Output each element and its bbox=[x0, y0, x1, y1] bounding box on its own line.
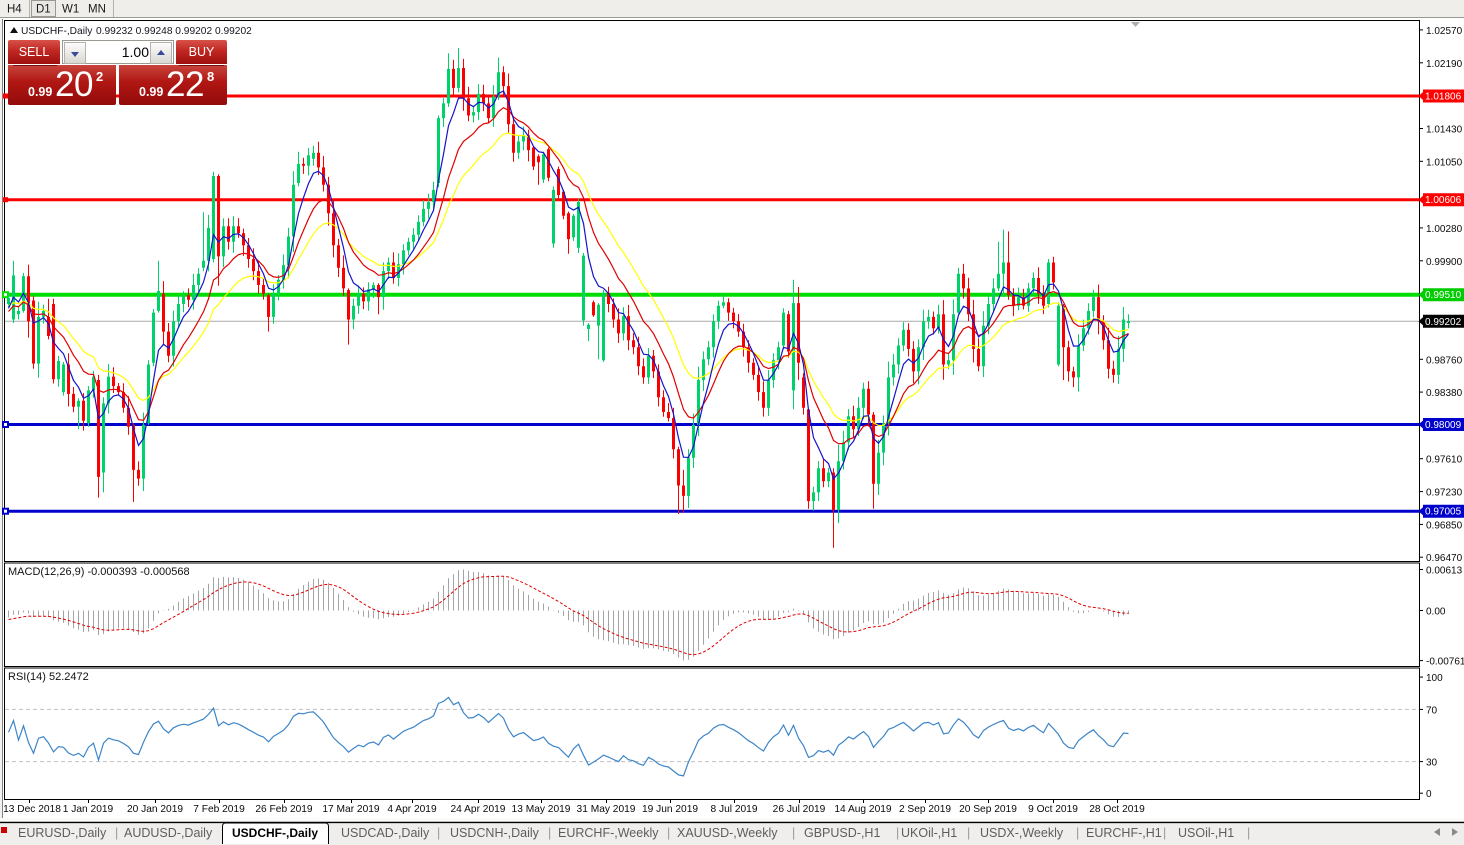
svg-text:1.01806: 1.01806 bbox=[1425, 92, 1462, 103]
svg-text:7 Feb 2019: 7 Feb 2019 bbox=[193, 804, 245, 815]
svg-text:0.97610: 0.97610 bbox=[1426, 455, 1463, 466]
svg-text:0.97230: 0.97230 bbox=[1426, 488, 1463, 499]
svg-text:8 Jul 2019: 8 Jul 2019 bbox=[710, 804, 757, 815]
svg-text:-0.007612: -0.007612 bbox=[1426, 657, 1464, 668]
svg-text:GBPUSD-,H1: GBPUSD-,H1 bbox=[804, 826, 880, 840]
svg-text:31 May 2019: 31 May 2019 bbox=[577, 804, 636, 815]
svg-text:28 Oct 2019: 28 Oct 2019 bbox=[1089, 804, 1145, 815]
svg-text:1.00606: 1.00606 bbox=[1425, 195, 1462, 206]
svg-text:2 Sep 2019: 2 Sep 2019 bbox=[899, 804, 951, 815]
svg-text:9 Oct 2019: 9 Oct 2019 bbox=[1028, 804, 1078, 815]
svg-text:70: 70 bbox=[1426, 705, 1438, 716]
svg-text:UKOil-,H1: UKOil-,H1 bbox=[901, 826, 957, 840]
svg-text:19 Jun 2019: 19 Jun 2019 bbox=[642, 804, 698, 815]
svg-text:MN: MN bbox=[88, 4, 106, 16]
svg-text:EURUSD-,Daily: EURUSD-,Daily bbox=[18, 826, 107, 840]
svg-text:17 Mar 2019: 17 Mar 2019 bbox=[322, 804, 380, 815]
svg-text:26 Feb 2019: 26 Feb 2019 bbox=[255, 804, 313, 815]
svg-text:AUDUSD-,Daily: AUDUSD-,Daily bbox=[124, 826, 213, 840]
svg-text:0.00613: 0.00613 bbox=[1426, 566, 1463, 577]
svg-text:|: | bbox=[115, 826, 118, 840]
svg-text:100: 100 bbox=[1426, 673, 1443, 684]
svg-text:0.98380: 0.98380 bbox=[1426, 388, 1463, 399]
svg-text:26 Jul 2019: 26 Jul 2019 bbox=[773, 804, 826, 815]
svg-text:20 Jan 2019: 20 Jan 2019 bbox=[127, 804, 183, 815]
svg-text:1.02190: 1.02190 bbox=[1426, 59, 1463, 70]
svg-text:W1: W1 bbox=[62, 4, 79, 16]
svg-text:1.01430: 1.01430 bbox=[1426, 125, 1463, 136]
svg-text:0.96850: 0.96850 bbox=[1426, 520, 1463, 531]
svg-text:|: | bbox=[792, 826, 795, 840]
svg-text:|: | bbox=[1076, 826, 1079, 840]
svg-text:0.98760: 0.98760 bbox=[1426, 355, 1463, 366]
svg-text:D1: D1 bbox=[36, 4, 51, 16]
svg-text:XAUUSD-,Weekly: XAUUSD-,Weekly bbox=[677, 826, 778, 840]
svg-text:USDCAD-,Daily: USDCAD-,Daily bbox=[341, 826, 430, 840]
svg-text:USDCHF-,Daily: USDCHF-,Daily bbox=[232, 826, 318, 840]
svg-text:USDX-,Weekly: USDX-,Weekly bbox=[980, 826, 1064, 840]
svg-text:4 Apr 2019: 4 Apr 2019 bbox=[387, 804, 437, 815]
svg-text:|: | bbox=[1247, 826, 1250, 840]
svg-text:|: | bbox=[437, 826, 440, 840]
svg-text:0.96470: 0.96470 bbox=[1426, 553, 1463, 564]
svg-text:13 Dec 2018: 13 Dec 2018 bbox=[3, 804, 61, 815]
svg-text:0.98009: 0.98009 bbox=[1425, 420, 1462, 431]
svg-text:EURCHF-,H1: EURCHF-,H1 bbox=[1086, 826, 1162, 840]
svg-text:MACD(12,26,9) -0.000393 -0.000: MACD(12,26,9) -0.000393 -0.000568 bbox=[8, 566, 190, 578]
svg-text:24 Apr 2019: 24 Apr 2019 bbox=[451, 804, 506, 815]
svg-text:USDCNH-,Daily: USDCNH-,Daily bbox=[450, 826, 540, 840]
svg-text:0.00: 0.00 bbox=[1426, 607, 1446, 618]
svg-text:USOil-,H1: USOil-,H1 bbox=[1178, 826, 1234, 840]
svg-text:1 Jan 2019: 1 Jan 2019 bbox=[63, 804, 114, 815]
svg-text:1.00280: 1.00280 bbox=[1426, 224, 1463, 235]
svg-text:0.99202: 0.99202 bbox=[1425, 317, 1462, 328]
svg-text:0.99900: 0.99900 bbox=[1426, 257, 1463, 268]
svg-text:USDCHF-,Daily: USDCHF-,Daily bbox=[21, 26, 93, 37]
svg-text:|: | bbox=[548, 826, 551, 840]
svg-text:0.99510: 0.99510 bbox=[1425, 290, 1462, 301]
svg-text:|: | bbox=[967, 826, 970, 840]
svg-text:13 May 2019: 13 May 2019 bbox=[512, 804, 571, 815]
svg-text:H4: H4 bbox=[7, 4, 22, 16]
svg-text:20 Sep 2019: 20 Sep 2019 bbox=[959, 804, 1017, 815]
svg-text:RSI(14) 52.2472: RSI(14) 52.2472 bbox=[8, 671, 89, 683]
svg-text:30: 30 bbox=[1426, 758, 1438, 769]
svg-text:|: | bbox=[667, 826, 670, 840]
svg-text:14 Aug 2019: 14 Aug 2019 bbox=[834, 804, 892, 815]
svg-text:0: 0 bbox=[1426, 789, 1432, 800]
svg-text:EURCHF-,Weekly: EURCHF-,Weekly bbox=[558, 826, 659, 840]
svg-text:1.01050: 1.01050 bbox=[1426, 157, 1463, 168]
svg-text:0.99232 0.99248 0.99202 0.9920: 0.99232 0.99248 0.99202 0.99202 bbox=[96, 26, 252, 37]
svg-text:|: | bbox=[1163, 826, 1166, 840]
svg-text:0.97005: 0.97005 bbox=[1425, 507, 1462, 518]
svg-text:|: | bbox=[896, 826, 899, 840]
svg-text:1.02570: 1.02570 bbox=[1426, 26, 1463, 37]
